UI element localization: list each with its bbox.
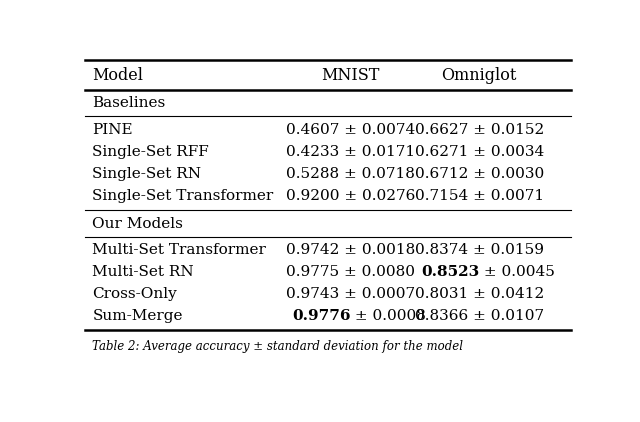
Text: 0.8523: 0.8523	[421, 265, 479, 279]
Text: Sum-Merge: Sum-Merge	[92, 309, 183, 323]
Text: 0.9775 ± 0.0080: 0.9775 ± 0.0080	[286, 265, 415, 279]
Text: 0.8031 ± 0.0412: 0.8031 ± 0.0412	[415, 287, 544, 301]
Text: 0.9742 ± 0.0018: 0.9742 ± 0.0018	[285, 243, 415, 257]
Text: 0.8374 ± 0.0159: 0.8374 ± 0.0159	[415, 243, 544, 257]
Text: Cross-Only: Cross-Only	[92, 287, 177, 301]
Text: Model: Model	[92, 68, 143, 84]
Text: Multi-Set RN: Multi-Set RN	[92, 265, 194, 279]
Text: Our Models: Our Models	[92, 216, 183, 230]
Text: Multi-Set Transformer: Multi-Set Transformer	[92, 243, 266, 257]
Text: 0.7154 ± 0.0071: 0.7154 ± 0.0071	[415, 189, 544, 203]
Text: 0.6627 ± 0.0152: 0.6627 ± 0.0152	[415, 123, 544, 137]
Text: Single-Set Transformer: Single-Set Transformer	[92, 189, 274, 203]
Text: MNIST: MNIST	[321, 68, 380, 84]
Text: Baselines: Baselines	[92, 96, 166, 110]
Text: ± 0.0008: ± 0.0008	[350, 309, 426, 323]
Text: 0.9743 ± 0.0007: 0.9743 ± 0.0007	[285, 287, 415, 301]
Text: 0.9776: 0.9776	[292, 309, 350, 323]
Text: 0.4233 ± 0.0171: 0.4233 ± 0.0171	[285, 145, 415, 159]
Text: 0.8366 ± 0.0107: 0.8366 ± 0.0107	[415, 309, 544, 323]
Text: Omniglot: Omniglot	[442, 68, 517, 84]
Text: Table 2: Average accuracy ± standard deviation for the model: Table 2: Average accuracy ± standard dev…	[92, 341, 463, 354]
Text: 0.6271 ± 0.0034: 0.6271 ± 0.0034	[415, 145, 544, 159]
Text: ± 0.0045: ± 0.0045	[479, 265, 555, 279]
Text: 0.9200 ± 0.0276: 0.9200 ± 0.0276	[285, 189, 415, 203]
Text: Single-Set RFF: Single-Set RFF	[92, 145, 209, 159]
Text: 0.4607 ± 0.0074: 0.4607 ± 0.0074	[285, 123, 415, 137]
Text: Single-Set RN: Single-Set RN	[92, 167, 202, 181]
Text: 0.6712 ± 0.0030: 0.6712 ± 0.0030	[415, 167, 544, 181]
Text: 0.5288 ± 0.0718: 0.5288 ± 0.0718	[286, 167, 415, 181]
Text: PINE: PINE	[92, 123, 133, 137]
